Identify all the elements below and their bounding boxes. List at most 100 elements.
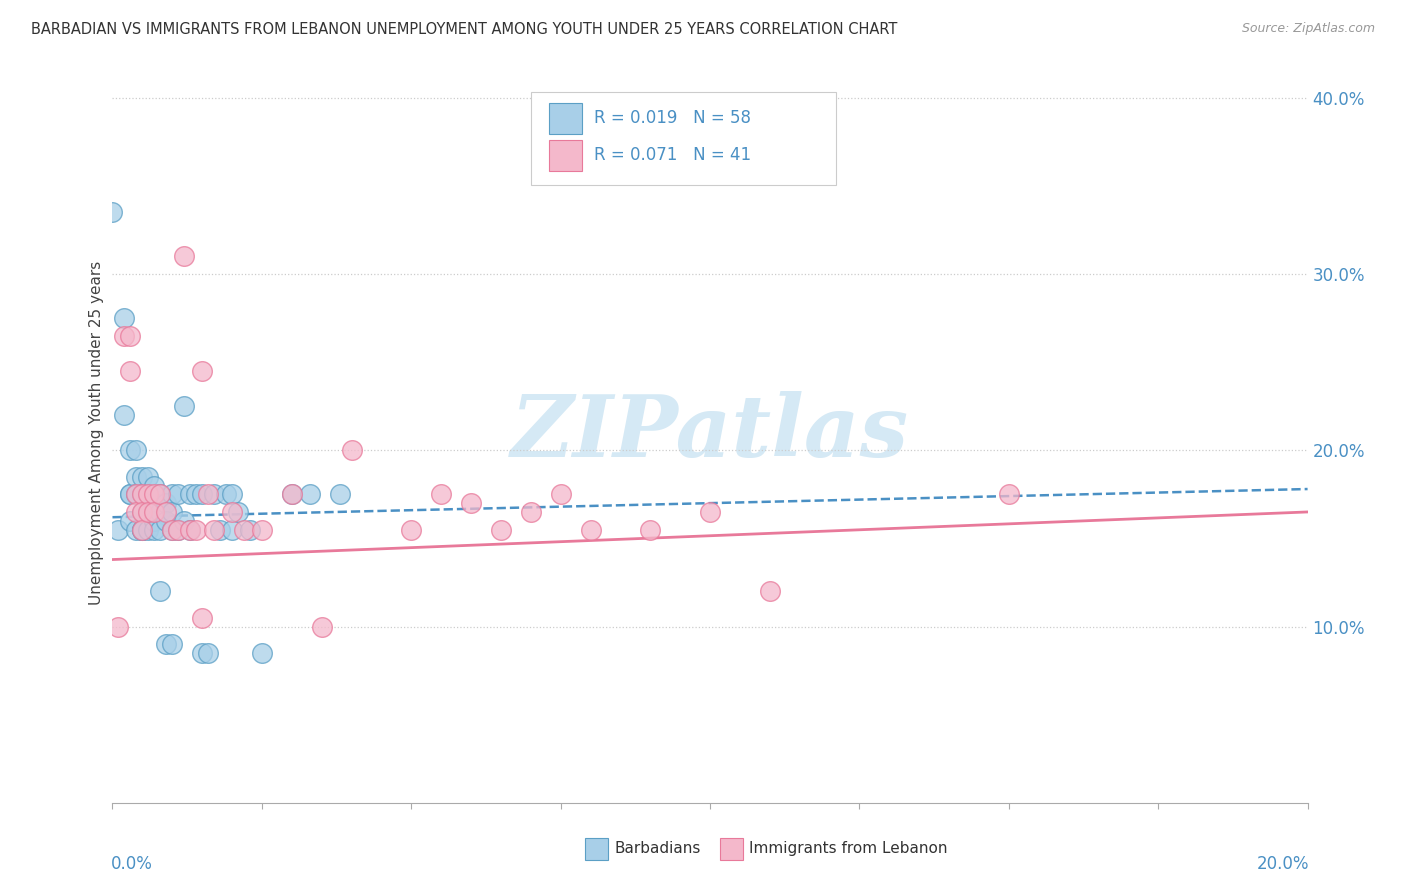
Point: [460, 496, 482, 510]
Point: [131, 487, 153, 501]
Point: [173, 249, 195, 263]
Point: [250, 523, 273, 537]
Point: [155, 496, 177, 510]
Point: [138, 523, 160, 537]
Point: [149, 523, 172, 537]
Point: [120, 328, 142, 343]
Point: [101, 205, 124, 219]
Point: [162, 523, 183, 537]
Point: [114, 328, 135, 343]
Point: [281, 487, 304, 501]
Point: [173, 514, 195, 528]
Point: [120, 443, 142, 458]
Point: [202, 487, 225, 501]
Point: [125, 487, 148, 501]
Text: Barbadians: Barbadians: [614, 841, 700, 856]
Point: [131, 523, 153, 537]
Point: [138, 505, 160, 519]
Point: [233, 523, 256, 537]
Point: [120, 364, 142, 378]
Point: [215, 487, 238, 501]
Point: [149, 487, 172, 501]
Point: [191, 364, 214, 378]
Point: [191, 646, 214, 660]
Point: [520, 505, 543, 519]
Point: [699, 505, 721, 519]
Point: [167, 487, 190, 501]
Point: [138, 487, 160, 501]
Point: [149, 584, 172, 599]
Point: [167, 523, 190, 537]
Point: [125, 469, 148, 483]
Bar: [548, 103, 582, 135]
Text: 0.0%: 0.0%: [111, 855, 153, 872]
Point: [191, 487, 214, 501]
Point: [131, 523, 153, 537]
Point: [155, 505, 177, 519]
Point: [120, 487, 142, 501]
Point: [162, 637, 183, 651]
Point: [221, 523, 243, 537]
Point: [114, 311, 135, 326]
Point: [131, 505, 153, 519]
Text: Immigrants from Lebanon: Immigrants from Lebanon: [749, 841, 948, 856]
FancyBboxPatch shape: [531, 92, 835, 185]
Point: [155, 514, 177, 528]
Point: [120, 514, 142, 528]
Point: [221, 487, 243, 501]
Point: [131, 523, 153, 537]
Text: BARBADIAN VS IMMIGRANTS FROM LEBANON UNEMPLOYMENT AMONG YOUTH UNDER 25 YEARS COR: BARBADIAN VS IMMIGRANTS FROM LEBANON UNE…: [31, 22, 897, 37]
Point: [107, 523, 129, 537]
Point: [131, 469, 153, 483]
Point: [311, 619, 333, 633]
Point: [191, 610, 214, 624]
Bar: [585, 838, 609, 860]
Point: [149, 487, 172, 501]
Point: [143, 505, 166, 519]
Point: [125, 443, 148, 458]
Point: [250, 646, 273, 660]
Point: [430, 487, 453, 501]
Point: [186, 487, 208, 501]
Point: [579, 523, 602, 537]
Text: R = 0.071   N = 41: R = 0.071 N = 41: [595, 146, 751, 164]
Point: [281, 487, 304, 501]
Point: [125, 505, 148, 519]
Point: [202, 523, 225, 537]
Point: [131, 487, 153, 501]
Point: [197, 487, 219, 501]
Point: [138, 487, 160, 501]
Point: [143, 496, 166, 510]
Text: ZIPatlas: ZIPatlas: [510, 391, 910, 475]
Point: [138, 469, 160, 483]
Point: [759, 584, 782, 599]
Point: [107, 619, 129, 633]
Point: [143, 514, 166, 528]
Point: [401, 523, 423, 537]
Point: [221, 505, 243, 519]
Y-axis label: Unemployment Among Youth under 25 years: Unemployment Among Youth under 25 years: [89, 260, 104, 605]
Point: [162, 505, 183, 519]
Point: [143, 487, 166, 501]
Point: [131, 523, 153, 537]
Point: [640, 523, 662, 537]
Point: [550, 487, 572, 501]
Point: [179, 523, 201, 537]
Point: [149, 505, 172, 519]
Point: [131, 505, 153, 519]
Point: [226, 505, 249, 519]
Point: [138, 505, 160, 519]
Point: [329, 487, 352, 501]
Point: [143, 478, 166, 492]
Point: [125, 487, 148, 501]
Point: [998, 487, 1021, 501]
Text: 20.0%: 20.0%: [1257, 855, 1309, 872]
Point: [162, 487, 183, 501]
Point: [162, 523, 183, 537]
Point: [179, 523, 201, 537]
Point: [186, 523, 208, 537]
Point: [239, 523, 262, 537]
Bar: [720, 838, 744, 860]
Point: [209, 523, 232, 537]
Point: [143, 523, 166, 537]
